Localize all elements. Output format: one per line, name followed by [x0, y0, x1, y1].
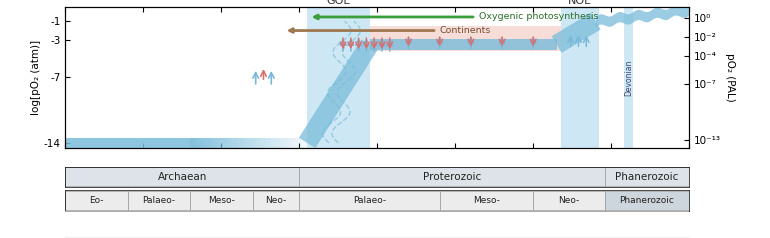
Text: Devonian: Devonian: [624, 59, 633, 95]
Text: Meso-: Meso-: [208, 196, 235, 205]
Text: Neo-: Neo-: [266, 196, 286, 205]
Text: Archaean: Archaean: [158, 172, 207, 182]
Bar: [533, 191, 605, 210]
Text: Oxygenic photosynthesis: Oxygenic photosynthesis: [315, 12, 598, 21]
Bar: [561, 7, 599, 148]
Bar: [65, 191, 128, 210]
Text: Proterozoic: Proterozoic: [423, 172, 481, 182]
Text: Palaeo-: Palaeo-: [353, 196, 386, 205]
Y-axis label: log[pO₂ (atm)]: log[pO₂ (atm)]: [31, 40, 41, 115]
Bar: [300, 191, 440, 210]
Bar: [65, 167, 300, 186]
Bar: [128, 191, 190, 210]
Bar: [605, 167, 689, 186]
Bar: [253, 191, 300, 210]
Bar: [300, 167, 605, 186]
Text: Eo-: Eo-: [89, 196, 104, 205]
Y-axis label: pO₂ (PAL): pO₂ (PAL): [725, 53, 735, 102]
Bar: [605, 191, 689, 210]
Text: NOE: NOE: [568, 0, 592, 6]
Text: Phanerozoic: Phanerozoic: [615, 172, 678, 182]
Text: Phanerozoic: Phanerozoic: [620, 196, 675, 205]
Bar: [190, 191, 253, 210]
Bar: [624, 7, 633, 148]
Text: GOE: GOE: [326, 0, 350, 6]
Bar: [440, 191, 533, 210]
Bar: [307, 7, 370, 148]
Text: Palaeo-: Palaeo-: [142, 196, 176, 205]
Text: Continents: Continents: [290, 26, 491, 35]
Text: Meso-: Meso-: [473, 196, 500, 205]
Text: Neo-: Neo-: [558, 196, 580, 205]
